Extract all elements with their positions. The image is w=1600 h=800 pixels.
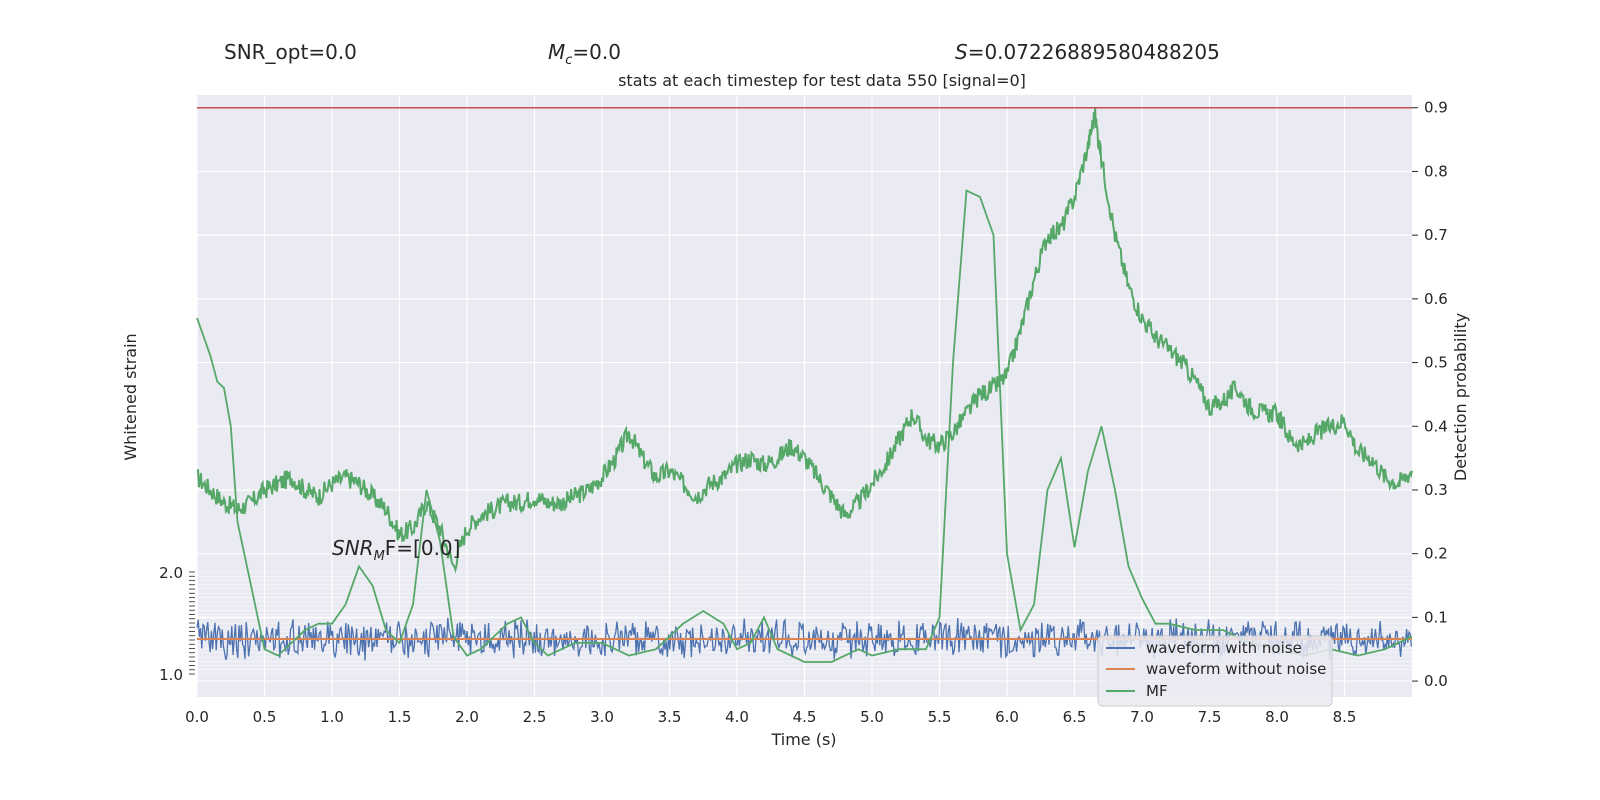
y-tick-label: 0.7	[1424, 226, 1448, 244]
legend-label-noise: waveform with noise	[1146, 639, 1302, 657]
x-tick-label: 1.5	[388, 708, 412, 726]
chirp-mass-value: =0.0	[572, 40, 621, 64]
y-tick-label: 0.8	[1424, 162, 1448, 180]
x-tick-label: 1.0	[320, 708, 344, 726]
x-axis-label: Time (s)	[770, 730, 836, 749]
snr-opt-label: SNR_opt=0.0	[224, 40, 357, 64]
y-ticks-left: 2.0 1.0	[159, 564, 195, 684]
x-tick-label: 8.0	[1265, 708, 1289, 726]
legend-box	[1097, 635, 1333, 707]
x-tick-label: 5.0	[860, 708, 884, 726]
x-tick-label: 0.0	[185, 708, 209, 726]
y-tick-label: 0.4	[1424, 417, 1448, 435]
x-tick-label: 6.0	[995, 708, 1019, 726]
snr-mf-symbol: SNR	[332, 536, 374, 560]
x-tick-label: 8.5	[1333, 708, 1357, 726]
strip-tick-label-top: 2.0	[159, 564, 183, 582]
x-tick-label: 4.0	[725, 708, 749, 726]
legend: waveform with noise waveform without noi…	[1097, 635, 1333, 707]
y-axis-label-left: Whitened strain	[121, 333, 140, 460]
x-tick-label: 3.0	[590, 708, 614, 726]
score-symbol: S	[955, 40, 968, 64]
x-tick-label: 3.5	[658, 708, 682, 726]
y-ticks-right: 0.0 0.1 0.2 0.3 0.4 0.5 0.6 0.7 0.8 0.9	[1412, 99, 1448, 690]
x-tick-label: 0.5	[253, 708, 277, 726]
y-tick-label: 0.9	[1424, 99, 1448, 117]
x-tick-label: 6.5	[1063, 708, 1087, 726]
mf-line	[196, 189, 1413, 663]
y-tick-label: 0.3	[1424, 481, 1448, 499]
snr-mf-value: F=[0.0]	[385, 536, 461, 560]
strip-tick-label-bottom: 1.0	[159, 666, 183, 684]
y-tick-label: 0.1	[1424, 608, 1448, 626]
waveform-with-noise	[196, 617, 1413, 661]
chirp-mass-subscript: c	[565, 53, 573, 68]
snr-mf-subscript: M	[374, 549, 385, 564]
chart-title: stats at each timestep for test data 550…	[618, 71, 1026, 90]
x-tick-label: 5.5	[928, 708, 952, 726]
x-tick-label: 7.0	[1130, 708, 1154, 726]
y-tick-label: 0.2	[1424, 545, 1448, 563]
y-tick-label: 0.6	[1424, 290, 1448, 308]
score-value: =0.07226889580488205	[967, 40, 1220, 64]
x-tick-label: 4.5	[793, 708, 817, 726]
chirp-mass-label: Mc=0.0	[548, 40, 621, 68]
legend-label-clean: waveform without noise	[1146, 660, 1326, 678]
detection-probability-line	[196, 108, 1413, 574]
snr-mf-label: SNRMF=[0.0]	[332, 536, 460, 564]
legend-label-mf: MF	[1146, 682, 1168, 700]
y-tick-label: 0.0	[1424, 672, 1448, 690]
y-tick-label: 0.5	[1424, 354, 1448, 372]
chirp-mass-symbol: M	[548, 40, 566, 64]
x-tick-label: 2.0	[455, 708, 479, 726]
score-label: S=0.07226889580488205	[955, 40, 1220, 64]
x-ticks: 0.0 0.5 1.0 1.5 2.0 2.5 3.0 3.5 4.0 4.5 5.0 5.5 6.0 6…	[185, 708, 1356, 726]
x-tick-label: 2.5	[523, 708, 547, 726]
y-axis-label-right: Detection probability	[1451, 313, 1470, 481]
x-tick-label: 7.5	[1198, 708, 1222, 726]
